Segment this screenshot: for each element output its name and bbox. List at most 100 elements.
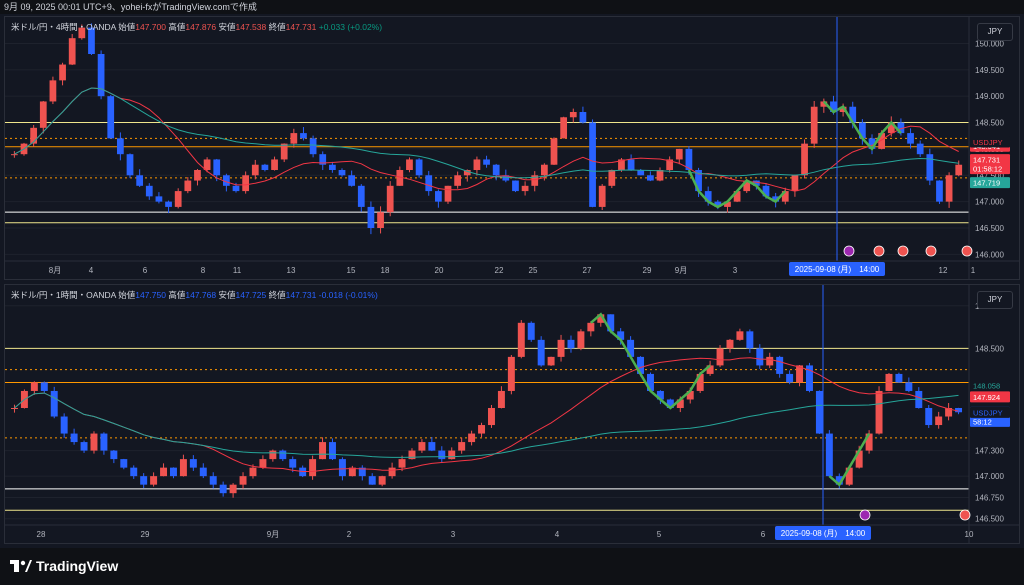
- candle: [598, 185, 606, 207]
- candle: [656, 390, 664, 400]
- candle: [100, 433, 108, 451]
- time-axis-label: 11: [233, 266, 242, 275]
- candle: [418, 442, 426, 451]
- price-axis-label: 146.500: [975, 515, 1004, 524]
- candle: [587, 322, 595, 332]
- candle: [357, 185, 365, 207]
- candle: [269, 450, 277, 460]
- candle: [435, 191, 442, 202]
- candle: [145, 185, 153, 197]
- candle: [537, 339, 545, 366]
- candle: [695, 170, 702, 192]
- price-axis-label: 147.000: [975, 198, 1004, 207]
- time-axis-label: 2: [347, 530, 352, 539]
- candle: [60, 416, 68, 434]
- candle: [907, 133, 914, 144]
- candle: [90, 433, 98, 451]
- candle: [88, 27, 95, 54]
- candle: [468, 433, 476, 443]
- candle: [11, 154, 18, 156]
- candlestick-chart-1h[interactable]: 149.000148.500147.300147.000146.750146.5…: [5, 285, 1019, 543]
- candle: [179, 459, 187, 477]
- candle: [724, 201, 731, 207]
- candle: [521, 185, 529, 192]
- candle: [289, 459, 297, 468]
- candle: [753, 180, 760, 186]
- candle: [130, 467, 138, 477]
- time-axis-label: 6: [761, 530, 766, 539]
- price-tag-label: 147.731: [973, 156, 1000, 165]
- candle: [815, 390, 823, 434]
- candle: [865, 433, 873, 451]
- candle: [531, 175, 539, 186]
- price-axis-label: 146.750: [975, 493, 1004, 502]
- price-axis-label: 147.000: [975, 472, 1004, 481]
- candle: [810, 106, 818, 144]
- candle: [300, 133, 307, 139]
- candle: [806, 365, 813, 391]
- candle: [746, 331, 754, 349]
- candle: [213, 159, 221, 176]
- candle: [560, 117, 568, 139]
- chart-pane-1h[interactable]: 米ドル/円・1時間・OANDA 始値147.750 高値147.768 安値14…: [4, 284, 1020, 544]
- candle: [367, 206, 375, 228]
- candle: [358, 467, 366, 477]
- candle: [675, 148, 683, 160]
- candle: [309, 459, 317, 477]
- price-axis-label: 148.500: [975, 119, 1004, 128]
- candle: [425, 175, 433, 192]
- candle: [368, 476, 376, 485]
- time-axis-label: 10: [965, 530, 974, 539]
- event-flash-icon: [859, 509, 871, 521]
- candle: [199, 467, 207, 477]
- symbol-label[interactable]: 米ドル/円・4時間・OANDA: [11, 22, 116, 32]
- candlestick-chart-4h[interactable]: 150.000149.500149.000148.500148.000147.5…: [5, 17, 1019, 279]
- candle: [567, 339, 575, 349]
- candle: [706, 365, 714, 374]
- candle: [136, 175, 144, 186]
- currency-button[interactable]: JPY: [977, 291, 1013, 309]
- candle: [219, 484, 227, 494]
- candle: [925, 408, 933, 426]
- candle: [781, 191, 789, 202]
- time-axis-label: 20: [435, 266, 444, 275]
- candle: [110, 450, 118, 460]
- candle: [557, 339, 565, 357]
- candle: [676, 399, 684, 408]
- candle: [280, 143, 288, 160]
- candle: [11, 408, 18, 409]
- candle: [319, 442, 327, 460]
- us-flag-event-icon: [959, 509, 971, 521]
- candle: [762, 185, 770, 197]
- symbol-label[interactable]: 米ドル/円・1時間・OANDA: [11, 290, 116, 300]
- candle: [492, 164, 500, 176]
- candle: [478, 425, 486, 434]
- candle: [338, 170, 346, 176]
- candle: [259, 459, 267, 468]
- candle: [916, 143, 924, 155]
- candle: [279, 450, 287, 460]
- chart-pane-4h[interactable]: 米ドル/円・4時間・OANDA 始値147.700 高値147.876 安値14…: [4, 16, 1020, 280]
- candle: [517, 322, 525, 357]
- candle: [249, 467, 257, 477]
- candle: [955, 408, 963, 413]
- candle: [608, 170, 616, 186]
- currency-button[interactable]: JPY: [977, 23, 1013, 41]
- candle: [696, 373, 704, 391]
- candle: [59, 64, 66, 81]
- tradingview-logo-icon: [10, 559, 32, 572]
- us-flag-event-icon: [961, 245, 973, 257]
- candle: [203, 159, 211, 170]
- candle: [685, 148, 693, 170]
- candle: [878, 133, 886, 149]
- candle: [242, 175, 250, 192]
- candle: [40, 382, 48, 391]
- price-tag-label: 01:58:12: [973, 165, 1002, 174]
- time-axis-label: 13: [287, 266, 296, 275]
- candle: [897, 122, 905, 134]
- candle: [855, 450, 863, 468]
- candle: [319, 154, 327, 165]
- candle: [935, 416, 943, 426]
- candle: [796, 365, 804, 383]
- tradingview-logo[interactable]: TradingView: [10, 558, 118, 574]
